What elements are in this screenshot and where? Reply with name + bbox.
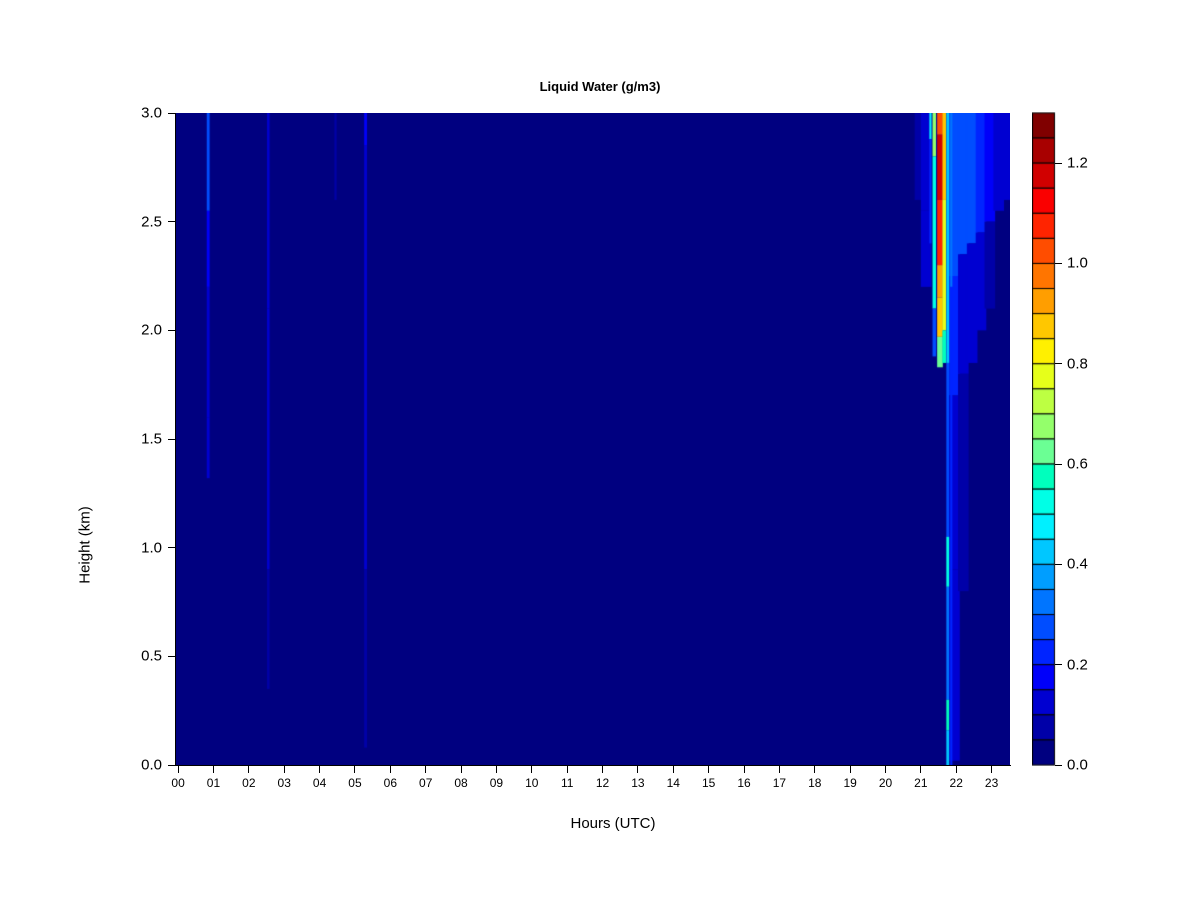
heatmap-canvas — [176, 113, 1010, 765]
y-tick-label: 0.5 — [141, 647, 162, 665]
x-tick-label: 09 — [489, 776, 504, 790]
y-tick-label: 2.5 — [141, 213, 162, 231]
y-tick — [168, 112, 175, 114]
x-tick-label: 08 — [454, 776, 468, 790]
x-tick-label: 21 — [914, 776, 928, 790]
y-tick — [168, 329, 175, 331]
x-tick — [495, 766, 497, 773]
colorbar-tick — [1055, 764, 1062, 766]
x-tick — [637, 766, 639, 773]
x-tick — [920, 766, 922, 773]
colorbar-tick-label: 0.6 — [1067, 455, 1088, 473]
x-tick-label: 05 — [348, 776, 362, 790]
chart-title: Liquid Water (g/m3) — [539, 79, 661, 94]
colorbar-tick — [1055, 463, 1062, 465]
colorbar-tick-label: 0.4 — [1067, 555, 1088, 573]
x-tick-label: 20 — [878, 776, 893, 790]
x-tick — [814, 766, 816, 773]
x-tick-label: 06 — [383, 776, 398, 790]
x-tick-label: 10 — [525, 776, 539, 790]
x-tick — [531, 766, 533, 773]
colorbar-tick-label: 1.2 — [1067, 154, 1088, 172]
x-tick — [849, 766, 851, 773]
x-tick-label: 11 — [560, 776, 574, 790]
colorbar-tick-label: 0.0 — [1067, 756, 1088, 774]
x-tick — [885, 766, 886, 773]
x-tick — [212, 766, 214, 773]
y-tick-label: 1.5 — [141, 430, 162, 448]
x-tick — [602, 766, 604, 773]
x-tick — [389, 766, 391, 773]
x-tick-label: 07 — [419, 776, 433, 790]
x-tick-label: 13 — [631, 776, 645, 790]
x-tick — [283, 766, 285, 773]
y-tick-label: 1.0 — [141, 539, 162, 557]
y-tick-label: 3.0 — [141, 104, 162, 122]
x-tick-label: 12 — [595, 776, 610, 790]
x-tick-label: 17 — [772, 776, 787, 790]
x-tick — [708, 766, 710, 773]
x-tick — [778, 766, 780, 773]
x-tick — [955, 766, 957, 773]
colorbar-tick — [1055, 664, 1062, 666]
x-tick-label: 04 — [312, 776, 327, 790]
x-tick — [425, 766, 427, 773]
x-tick-label: 01 — [206, 776, 221, 790]
colorbar-tick — [1055, 563, 1062, 565]
x-tick-label: 23 — [984, 776, 999, 790]
x-tick-label: 00 — [171, 776, 185, 790]
colorbar-tick — [1055, 363, 1062, 365]
x-tick-label: 22 — [949, 776, 963, 790]
y-tick — [168, 764, 175, 766]
x-tick-label: 19 — [843, 776, 857, 790]
y-tick — [168, 655, 175, 657]
x-tick — [991, 766, 993, 773]
x-tick-label: 02 — [242, 776, 256, 790]
x-tick — [177, 766, 179, 773]
x-tick — [743, 766, 745, 773]
y-axis-label: Height (km) — [76, 506, 94, 584]
x-tick-label: 16 — [737, 776, 751, 790]
y-tick — [168, 221, 175, 223]
left-axis-line — [175, 113, 176, 766]
y-tick-label: 0.0 — [141, 756, 162, 774]
x-tick-label: 15 — [701, 776, 716, 790]
colorbar-tick-label: 0.8 — [1067, 355, 1088, 373]
x-tick — [672, 766, 674, 773]
x-tick — [248, 766, 250, 773]
x-tick-label: 14 — [666, 776, 680, 790]
x-tick — [460, 766, 462, 773]
x-axis-label: Hours (UTC) — [570, 815, 656, 832]
colorbar-tick-label: 1.0 — [1067, 254, 1088, 272]
colorbar-tick-label: 0.2 — [1067, 656, 1088, 674]
bottom-axis-line — [175, 765, 1011, 766]
y-tick-label: 2.0 — [141, 321, 162, 339]
x-tick — [354, 766, 356, 773]
y-tick — [168, 438, 175, 440]
x-tick — [566, 766, 568, 773]
colorbar-tick — [1055, 162, 1062, 164]
x-tick-label: 03 — [277, 776, 291, 790]
y-tick — [168, 547, 175, 549]
x-tick-label: 18 — [808, 776, 822, 790]
colorbar-canvas — [1032, 112, 1062, 766]
colorbar-tick — [1055, 262, 1062, 264]
x-tick — [319, 766, 321, 773]
